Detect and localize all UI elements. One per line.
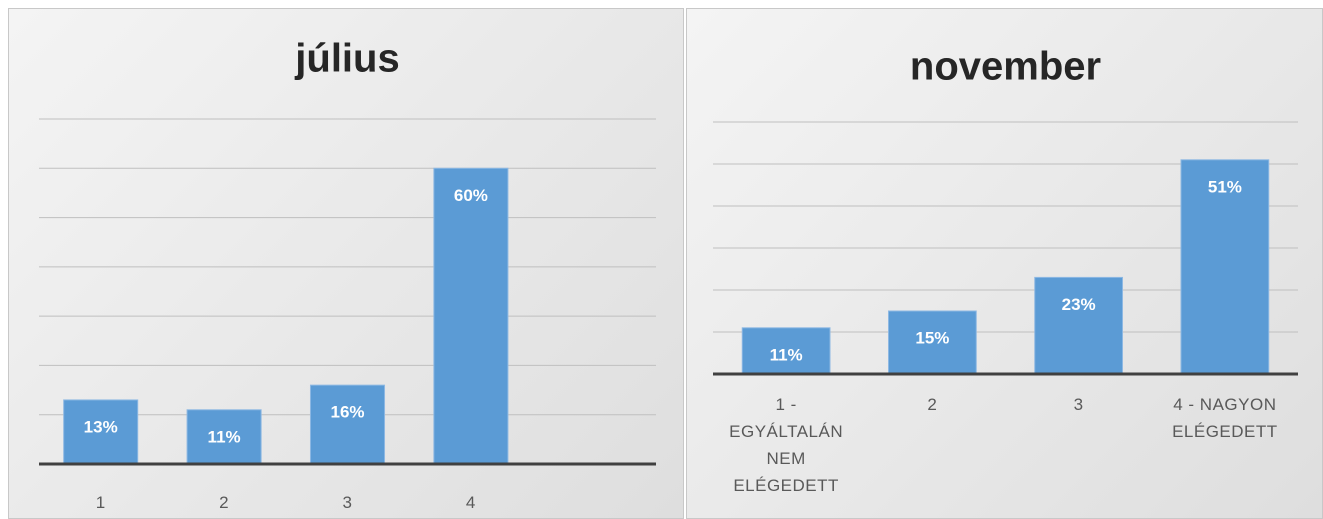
- bar: [433, 167, 509, 465]
- chart-title: július: [294, 37, 399, 81]
- x-tick-label: 2: [927, 395, 938, 414]
- x-tick-label: 1 - EGYÁLTALÁN NEM ELÉGEDETT: [729, 395, 844, 495]
- x-tick-label: 4: [465, 493, 476, 512]
- data-label: 51%: [1208, 177, 1242, 196]
- bar: [1034, 276, 1123, 375]
- data-label: 16%: [330, 403, 364, 422]
- x-tick-label: 2: [219, 493, 230, 512]
- x-tick-label: 1: [95, 493, 106, 512]
- data-label: 11%: [770, 345, 803, 364]
- bar: [1180, 159, 1270, 375]
- bar: [186, 409, 262, 465]
- data-label: 23%: [1062, 295, 1096, 314]
- x-tick-label: 4 - NAGYON ELÉGEDETT: [1172, 395, 1278, 441]
- chart-panel: november 11% 15% 23% 51% 1 - EGYÁLTALÁN NEM E…: [686, 8, 1323, 519]
- bar: [309, 384, 386, 465]
- chart: november 11% 15% 23% 51%: [713, 45, 1298, 376]
- data-label: 60%: [454, 186, 488, 205]
- x-tick-label: 3: [1073, 395, 1084, 414]
- chart: július 13% 11% 16% 60%: [39, 37, 656, 466]
- bar: [741, 327, 831, 375]
- chart-title: november: [910, 45, 1101, 89]
- bar: [63, 399, 139, 465]
- data-label: 15%: [915, 328, 949, 347]
- data-label: 13%: [84, 417, 118, 436]
- chart-panel: július 13% 11% 16% 60% 1 2 3 4: [8, 8, 684, 519]
- data-label: 11%: [208, 427, 241, 446]
- x-tick-label: 3: [342, 493, 353, 512]
